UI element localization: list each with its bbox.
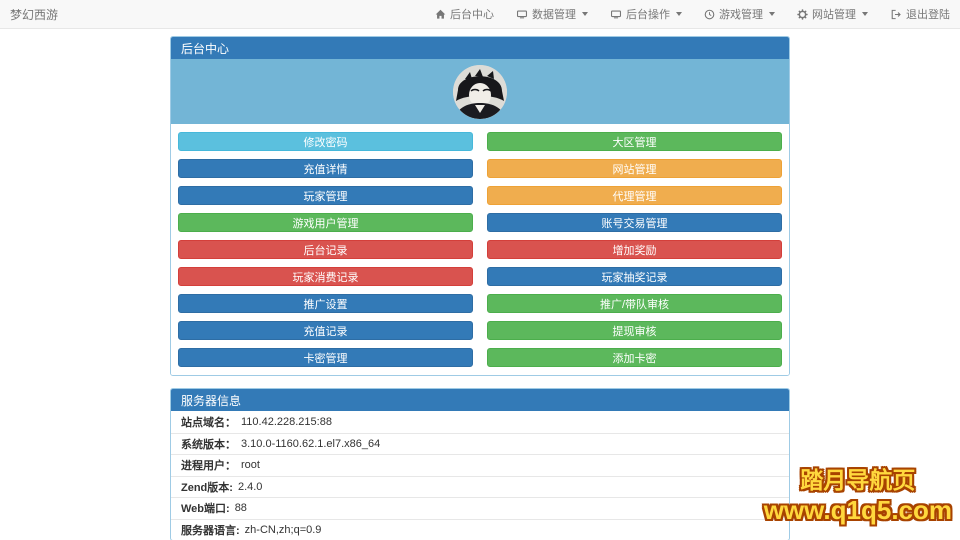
button-region-management[interactable]: 大区管理 bbox=[487, 132, 782, 151]
top-navbar: 梦幻西游 后台中心 数据管理 后台操作 游戏管理 bbox=[0, 0, 960, 29]
button-player-lottery-records[interactable]: 玩家抽奖记录 bbox=[487, 267, 782, 286]
server-info-panel: 服务器信息 站点域名： 110.42.228.215:88 系统版本： 3.10… bbox=[170, 388, 790, 540]
gear-icon bbox=[797, 8, 808, 20]
server-row-label: Zend版本: bbox=[181, 481, 233, 494]
watermark-title: 踏月导航页 bbox=[800, 467, 916, 494]
button-game-user-management[interactable]: 游戏用户管理 bbox=[178, 213, 473, 232]
nav-item-site-management[interactable]: 网站管理 bbox=[797, 6, 868, 22]
server-info-list: 站点域名： 110.42.228.215:88 系统版本： 3.10.0-116… bbox=[171, 411, 789, 540]
nav-item-label: 数据管理 bbox=[532, 9, 576, 21]
server-info-row: Web端口: 88 bbox=[171, 497, 789, 519]
server-row-label: 进程用户： bbox=[181, 460, 236, 473]
server-info-row: 系统版本： 3.10.0-1160.62.1.el7.x86_64 bbox=[171, 432, 789, 455]
nav-item-logout[interactable]: 退出登陆 bbox=[890, 6, 950, 22]
button-backend-records[interactable]: 后台记录 bbox=[178, 240, 473, 259]
server-row-value: 88 bbox=[234, 502, 247, 515]
server-row-label: 服务器语言: bbox=[181, 524, 240, 537]
button-promotion-team-review[interactable]: 推广/带队审核 bbox=[487, 294, 782, 313]
button-recharge-records[interactable]: 充值记录 bbox=[178, 321, 473, 340]
window-icon bbox=[610, 9, 622, 20]
server-row-value: root bbox=[241, 459, 260, 472]
nav-item-game-management[interactable]: 游戏管理 bbox=[704, 6, 775, 22]
server-row-label: 站点域名： bbox=[181, 416, 236, 429]
watermark: 踏月导航页 www.q1q5.com bbox=[764, 467, 952, 526]
backend-center-panel: 后台中心 修改密码 大区管理 bbox=[170, 36, 790, 376]
nav-item-label: 后台中心 bbox=[450, 9, 494, 21]
navbar-brand[interactable]: 梦幻西游 bbox=[10, 7, 59, 22]
button-add-reward[interactable]: 增加奖励 bbox=[487, 240, 782, 259]
home-icon bbox=[435, 9, 446, 20]
server-info-row: 进程用户： root bbox=[171, 454, 789, 476]
server-row-value: zh-CN,zh;q=0.9 bbox=[244, 523, 322, 536]
button-site-management[interactable]: 网站管理 bbox=[487, 159, 782, 178]
button-player-consumption-records[interactable]: 玩家消费记录 bbox=[178, 267, 473, 286]
server-row-value: 110.42.228.215:88 bbox=[241, 415, 332, 428]
action-buttons-grid: 修改密码 大区管理 充值详情 网站管理 玩家管理 代理管理 游戏用户管理 账号交… bbox=[171, 124, 789, 375]
chevron-down-icon bbox=[769, 12, 775, 16]
nav-item-label: 退出登陆 bbox=[906, 9, 950, 21]
window-icon bbox=[516, 9, 528, 20]
button-withdrawal-review[interactable]: 提现审核 bbox=[487, 321, 782, 340]
button-promotion-settings[interactable]: 推广设置 bbox=[178, 294, 473, 313]
avatar-strip bbox=[171, 59, 789, 124]
server-panel-title: 服务器信息 bbox=[171, 389, 789, 411]
navbar-menu: 后台中心 数据管理 后台操作 游戏管理 bbox=[435, 6, 950, 22]
server-info-row: Zend版本: 2.4.0 bbox=[171, 475, 789, 498]
nav-item-backend-center[interactable]: 后台中心 bbox=[435, 6, 494, 22]
nav-item-label: 游戏管理 bbox=[719, 9, 763, 21]
server-info-row: 服务器语言: zh-CN,zh;q=0.9 bbox=[171, 518, 789, 540]
nav-item-data-management[interactable]: 数据管理 bbox=[516, 6, 588, 22]
button-add-card-key[interactable]: 添加卡密 bbox=[487, 348, 782, 367]
nav-item-label: 后台操作 bbox=[626, 9, 670, 21]
chevron-down-icon bbox=[582, 12, 588, 16]
button-player-management[interactable]: 玩家管理 bbox=[178, 186, 473, 205]
button-card-key-management[interactable]: 卡密管理 bbox=[178, 348, 473, 367]
button-recharge-details[interactable]: 充值详情 bbox=[178, 159, 473, 178]
avatar bbox=[453, 64, 507, 119]
nav-item-backend-operations[interactable]: 后台操作 bbox=[610, 6, 682, 22]
chevron-down-icon bbox=[676, 12, 682, 16]
watermark-url: www.q1q5.com bbox=[763, 494, 952, 525]
button-agent-management[interactable]: 代理管理 bbox=[487, 186, 782, 205]
button-change-password[interactable]: 修改密码 bbox=[178, 132, 473, 151]
server-row-label: 系统版本： bbox=[181, 438, 236, 451]
logout-icon bbox=[890, 9, 902, 20]
server-row-value: 3.10.0-1160.62.1.el7.x86_64 bbox=[241, 437, 381, 450]
panel-title: 后台中心 bbox=[171, 37, 789, 59]
server-row-label: Web端口: bbox=[181, 503, 230, 516]
server-row-value: 2.4.0 bbox=[237, 480, 263, 493]
button-account-trade-management[interactable]: 账号交易管理 bbox=[487, 213, 782, 232]
nav-item-label: 网站管理 bbox=[812, 9, 856, 21]
chevron-down-icon bbox=[862, 12, 868, 16]
server-info-row: 站点域名： 110.42.228.215:88 bbox=[171, 411, 789, 433]
clock-icon bbox=[704, 9, 715, 20]
